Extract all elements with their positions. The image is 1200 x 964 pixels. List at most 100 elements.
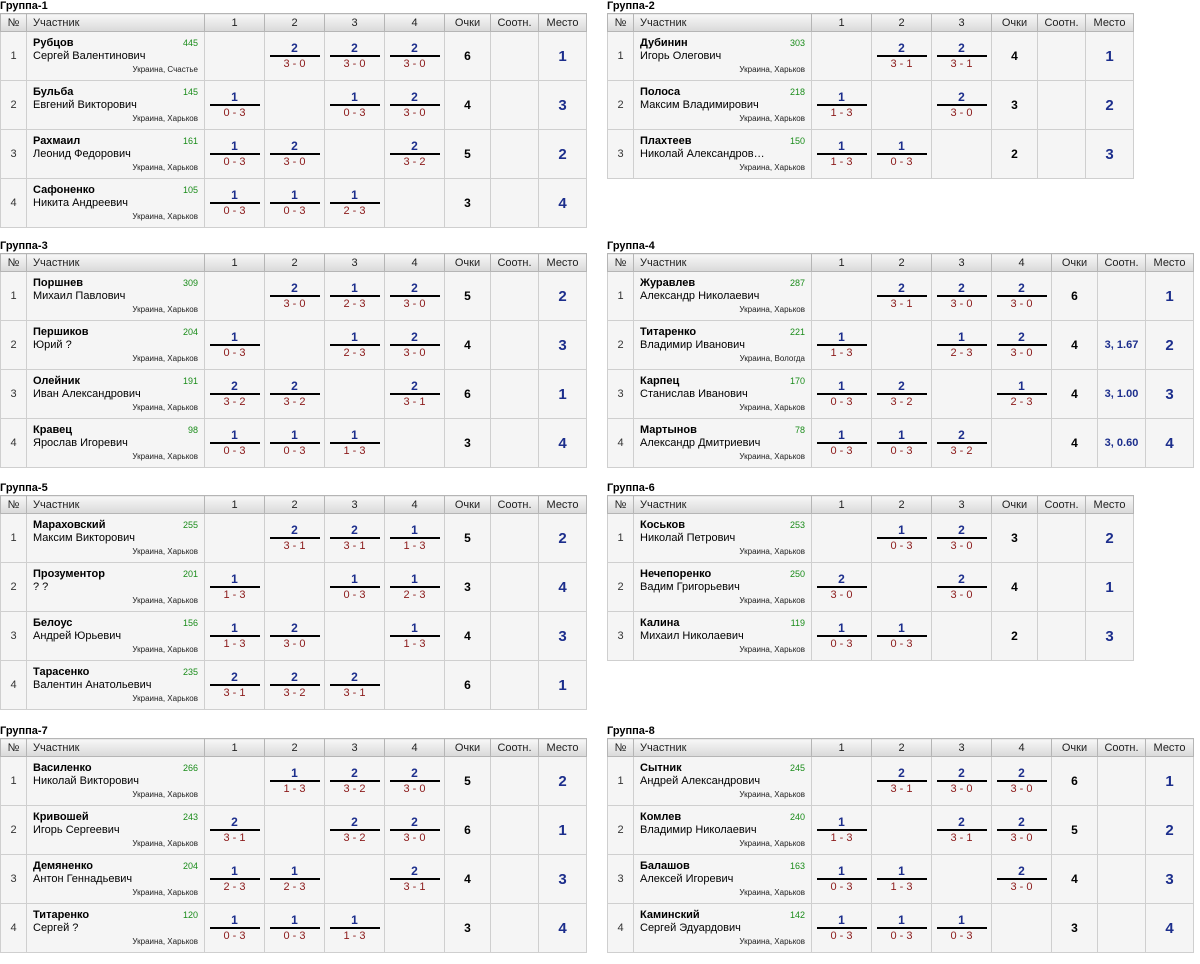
participant-surname[interactable]: Сафоненко [33,184,95,196]
participant-cell[interactable]: Кравец Ярослав Игоревич 98 Украина, Харьков [26,418,205,468]
match-result-cell[interactable]: 2 3 - 0 [264,129,325,179]
participant-cell[interactable]: Першиков Юрий ? 204 Украина, Харьков [26,320,205,370]
header-opponent-2[interactable]: 2 [871,253,932,272]
match-result-cell[interactable]: 2 3 - 0 [384,805,445,855]
participant-cell[interactable]: Полоса Максим Владимирович 218 Украина, Хар… [633,80,812,130]
participant-surname[interactable]: Василенко [33,762,92,774]
participant-cell[interactable]: Комлев Владимир Николаевич 240 Украина, Хар… [633,805,812,855]
match-result-cell[interactable]: 1 2 - 3 [991,369,1052,419]
header-opponent-3[interactable]: 3 [931,495,992,514]
header-opponent-2[interactable]: 2 [264,253,325,272]
header-opponent-2[interactable]: 2 [264,738,325,757]
header-ratio[interactable]: Соотн. [490,495,539,514]
match-result-cell[interactable]: 2 3 - 1 [384,854,445,904]
match-result-cell[interactable]: 2 3 - 0 [384,31,445,81]
header-opponent-3[interactable]: 3 [324,738,385,757]
header-place[interactable]: Место [1145,253,1194,272]
header-num[interactable]: № [607,738,634,757]
participant-cell[interactable]: Дубинин Игорь Олегович 303 Украина, Харьков [633,31,812,81]
match-result-cell[interactable]: 1 1 - 3 [871,854,932,904]
match-result-cell[interactable]: 1 0 - 3 [204,178,265,228]
participant-surname[interactable]: Нечепоренко [640,568,712,580]
header-opponent-4[interactable]: 4 [384,495,445,514]
header-opponent-1[interactable]: 1 [811,495,872,514]
participant-cell[interactable]: Сафоненко Никита Андреевич 105 Украина, Хар… [26,178,205,228]
participant-surname[interactable]: Олейник [33,375,81,387]
match-result-cell[interactable]: 2 3 - 0 [264,611,325,661]
match-result-cell[interactable]: 2 3 - 0 [931,756,992,806]
header-place[interactable]: Место [1145,738,1194,757]
header-participant[interactable]: Участник [26,13,205,32]
header-participant[interactable]: Участник [26,253,205,272]
match-result-cell[interactable]: 1 2 - 3 [324,320,385,370]
match-result-cell[interactable]: 1 0 - 3 [204,418,265,468]
match-result-cell[interactable]: 2 3 - 0 [264,31,325,81]
match-result-cell[interactable]: 1 0 - 3 [324,562,385,612]
match-result-cell[interactable]: 1 0 - 3 [324,80,385,130]
header-num[interactable]: № [607,495,634,514]
header-opponent-3[interactable]: 3 [324,13,385,32]
match-result-cell[interactable]: 1 0 - 3 [871,513,932,563]
header-num[interactable]: № [0,253,27,272]
participant-surname[interactable]: Каминский [640,909,700,921]
match-result-cell[interactable]: 1 0 - 3 [811,903,872,953]
participant-cell[interactable]: Олейник Иван Александрович 191 Украина, Хар… [26,369,205,419]
participant-cell[interactable]: Карпец Станислав Иванович 170 Украина, Харь… [633,369,812,419]
match-result-cell[interactable]: 1 1 - 3 [811,805,872,855]
participant-surname[interactable]: Кравец [33,424,73,436]
participant-cell[interactable]: Мартынов Александр Дмитриевич 78 Украина, Х… [633,418,812,468]
match-result-cell[interactable]: 1 0 - 3 [811,369,872,419]
match-result-cell[interactable]: 2 3 - 2 [931,418,992,468]
participant-surname[interactable]: Коськов [640,519,686,531]
match-result-cell[interactable]: 2 3 - 0 [384,271,445,321]
match-result-cell[interactable]: 1 2 - 3 [384,562,445,612]
match-result-cell[interactable]: 2 3 - 1 [324,513,385,563]
participant-surname[interactable]: Рахмаил [33,135,81,147]
header-opponent-3[interactable]: 3 [931,13,992,32]
participant-surname[interactable]: Тарасенко [33,666,90,678]
header-place[interactable]: Место [1085,495,1134,514]
header-participant[interactable]: Участник [633,253,812,272]
match-result-cell[interactable]: 1 2 - 3 [264,854,325,904]
participant-cell[interactable]: Кривошей Игорь Сергеевич 243 Украина, Харьк… [26,805,205,855]
participant-surname[interactable]: Мараховский [33,519,106,531]
header-opponent-4[interactable]: 4 [384,13,445,32]
participant-surname[interactable]: Титаренко [640,326,697,338]
participant-surname[interactable]: Титаренко [33,909,90,921]
header-ratio[interactable]: Соотн. [490,738,539,757]
match-result-cell[interactable]: 2 3 - 2 [871,369,932,419]
participant-surname[interactable]: Балашов [640,860,690,872]
match-result-cell[interactable]: 2 3 - 0 [384,756,445,806]
header-points[interactable]: Очки [1051,738,1098,757]
participant-cell[interactable]: Каминский Сергей Эдуардович 142 Украина, Ха… [633,903,812,953]
header-ratio[interactable]: Соотн. [490,13,539,32]
match-result-cell[interactable]: 2 3 - 0 [931,80,992,130]
header-points[interactable]: Очки [444,495,491,514]
match-result-cell[interactable]: 2 3 - 0 [324,31,385,81]
match-result-cell[interactable]: 2 3 - 0 [931,562,992,612]
match-result-cell[interactable]: 1 1 - 3 [204,611,265,661]
participant-surname[interactable]: Калина [640,617,680,629]
header-place[interactable]: Место [1085,13,1134,32]
participant-surname[interactable]: Дубинин [640,37,688,49]
match-result-cell[interactable]: 2 3 - 1 [871,31,932,81]
participant-surname[interactable]: Плахтеев [640,135,692,147]
participant-surname[interactable]: Полоса [640,86,681,98]
participant-surname[interactable]: Комлев [640,811,682,823]
match-result-cell[interactable]: 1 0 - 3 [871,903,932,953]
match-result-cell[interactable]: 1 1 - 3 [324,418,385,468]
match-result-cell[interactable]: 1 0 - 3 [871,611,932,661]
match-result-cell[interactable]: 1 0 - 3 [264,903,325,953]
header-points[interactable]: Очки [1051,253,1098,272]
match-result-cell[interactable]: 1 0 - 3 [811,854,872,904]
header-place[interactable]: Место [538,495,587,514]
participant-cell[interactable]: Тарасенко Валентин Анатольевич 235 Украина,… [26,660,205,710]
match-result-cell[interactable]: 2 3 - 1 [384,369,445,419]
header-points[interactable]: Очки [991,13,1038,32]
match-result-cell[interactable]: 2 3 - 1 [871,271,932,321]
match-result-cell[interactable]: 1 2 - 3 [324,271,385,321]
match-result-cell[interactable]: 2 3 - 0 [991,756,1052,806]
match-result-cell[interactable]: 2 3 - 2 [324,805,385,855]
participant-cell[interactable]: Василенко Николай Викторович 266 Украина, Х… [26,756,205,806]
header-ratio[interactable]: Соотн. [490,253,539,272]
